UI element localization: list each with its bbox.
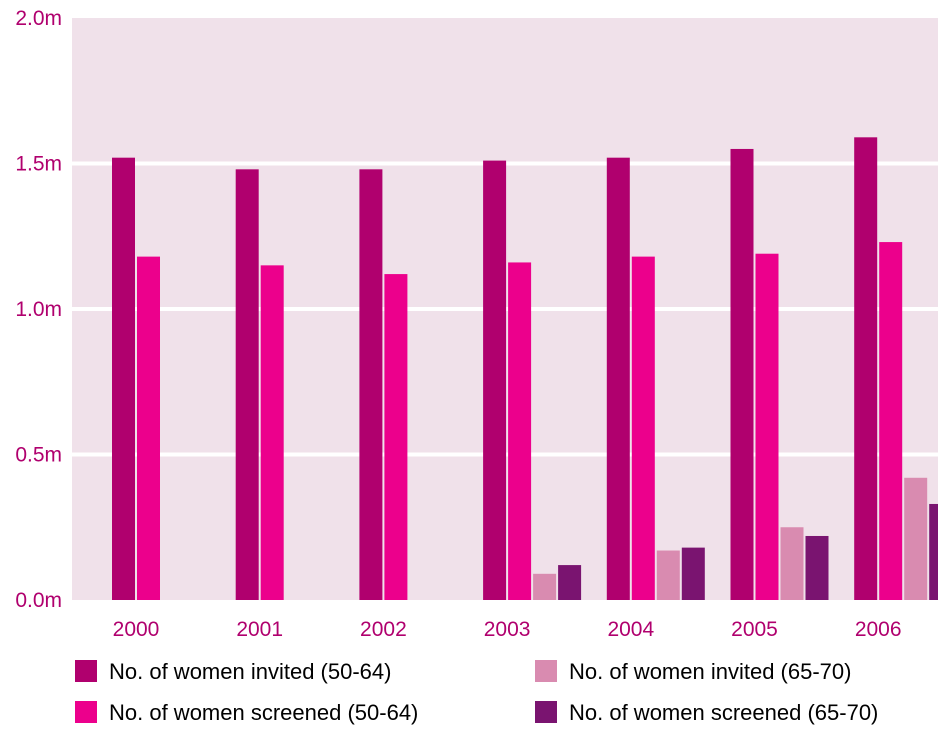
- bar: [879, 242, 903, 600]
- bar: [533, 573, 557, 600]
- bar: [137, 256, 160, 600]
- x-tick-label: 2002: [360, 618, 407, 641]
- x-tick-label: 2005: [731, 618, 778, 641]
- bar: [359, 169, 383, 600]
- bar: [558, 565, 582, 600]
- legend-swatch: [535, 701, 557, 723]
- legend-label: No. of women invited (50-64): [109, 659, 391, 684]
- y-axis: 0.0m 0.5m 1.0m 1.5m 2.0m: [15, 7, 62, 612]
- legend-label: No. of women invited (65-70): [569, 659, 851, 684]
- bar: [112, 157, 135, 600]
- bar: [730, 148, 754, 600]
- bar: [805, 535, 829, 600]
- legend-swatch: [75, 701, 97, 723]
- bar: [854, 137, 878, 600]
- legend-swatch: [535, 660, 557, 682]
- x-tick-label: 2001: [236, 618, 283, 641]
- x-tick-label: 2000: [113, 618, 160, 641]
- legend-label: No. of women screened (65-70): [569, 700, 878, 725]
- bar: [631, 256, 655, 600]
- bar: [681, 547, 705, 600]
- bar: [260, 265, 284, 600]
- legend: No. of women invited (50-64) No. of women…: [75, 659, 878, 725]
- bar: [235, 169, 259, 600]
- bars: [112, 137, 938, 600]
- y-tick-label: 0.0m: [15, 589, 62, 612]
- bar: [929, 503, 938, 600]
- bar: [755, 253, 779, 600]
- bar: [384, 274, 408, 600]
- y-tick-label: 2.0m: [15, 7, 62, 30]
- legend-swatch: [75, 660, 97, 682]
- bar: [508, 262, 532, 600]
- x-tick-label: 2004: [607, 618, 654, 641]
- bar: [904, 477, 928, 600]
- bar: [483, 160, 507, 600]
- y-tick-label: 0.5m: [15, 444, 62, 467]
- bar: [606, 157, 630, 600]
- y-tick-label: 1.0m: [15, 298, 62, 321]
- y-tick-label: 1.5m: [15, 153, 62, 176]
- bar: [780, 527, 804, 600]
- x-tick-label: 2006: [855, 618, 902, 641]
- legend-label: No. of women screened (50-64): [109, 700, 418, 725]
- x-tick-label: 2003: [484, 618, 531, 641]
- x-axis: 2000 2001 2002 2003 2004 2005 2006: [113, 618, 902, 641]
- bar: [656, 550, 680, 600]
